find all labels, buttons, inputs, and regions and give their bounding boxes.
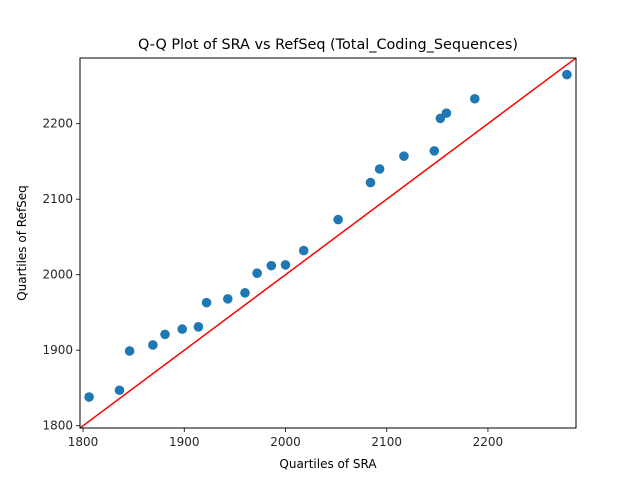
data-point [193, 322, 204, 332]
data-point [280, 260, 291, 270]
y-axis: 1800 1900 2000 2100 2200 [42, 117, 80, 433]
data-point [399, 151, 409, 161]
data-point [114, 385, 125, 396]
reference-line [80, 58, 576, 428]
x-tick-label: 1900 [169, 435, 200, 449]
data-point [201, 297, 212, 308]
x-tick-label: 1800 [68, 435, 99, 449]
y-tick-label: 1800 [42, 419, 73, 433]
data-point [160, 329, 170, 340]
y-tick-label: 2200 [42, 117, 73, 131]
data-point [148, 340, 158, 350]
data-point [84, 392, 94, 402]
x-tick-label: 2200 [473, 435, 504, 449]
y-axis-label: Quartiles of RefSeq [15, 185, 29, 301]
data-point [441, 108, 452, 118]
y-tick-label: 2000 [42, 268, 73, 282]
x-tick-label: 2000 [270, 435, 301, 449]
data-point [469, 93, 480, 104]
data-point [240, 288, 250, 298]
data-point [177, 324, 188, 334]
x-axis: 1800 1900 2000 2100 2200 [68, 428, 503, 449]
data-point [252, 268, 262, 279]
y-tick-label: 2100 [42, 192, 73, 206]
x-axis-label: Quartiles of SRA [279, 457, 377, 471]
axes-frame [79, 57, 577, 429]
x-tick-label: 2100 [371, 435, 402, 449]
data-point [365, 177, 376, 188]
data-point [562, 69, 572, 80]
data-point [374, 164, 385, 174]
data-point [266, 260, 277, 271]
y-tick-label: 1900 [42, 343, 73, 357]
data-point [429, 146, 440, 156]
data-point [298, 245, 309, 256]
plot-area [80, 58, 576, 428]
data-point [333, 214, 343, 225]
chart-title: Q-Q Plot of SRA vs RefSeq (Total_Coding_… [138, 37, 518, 53]
data-point [222, 294, 233, 304]
data-point [124, 346, 135, 356]
